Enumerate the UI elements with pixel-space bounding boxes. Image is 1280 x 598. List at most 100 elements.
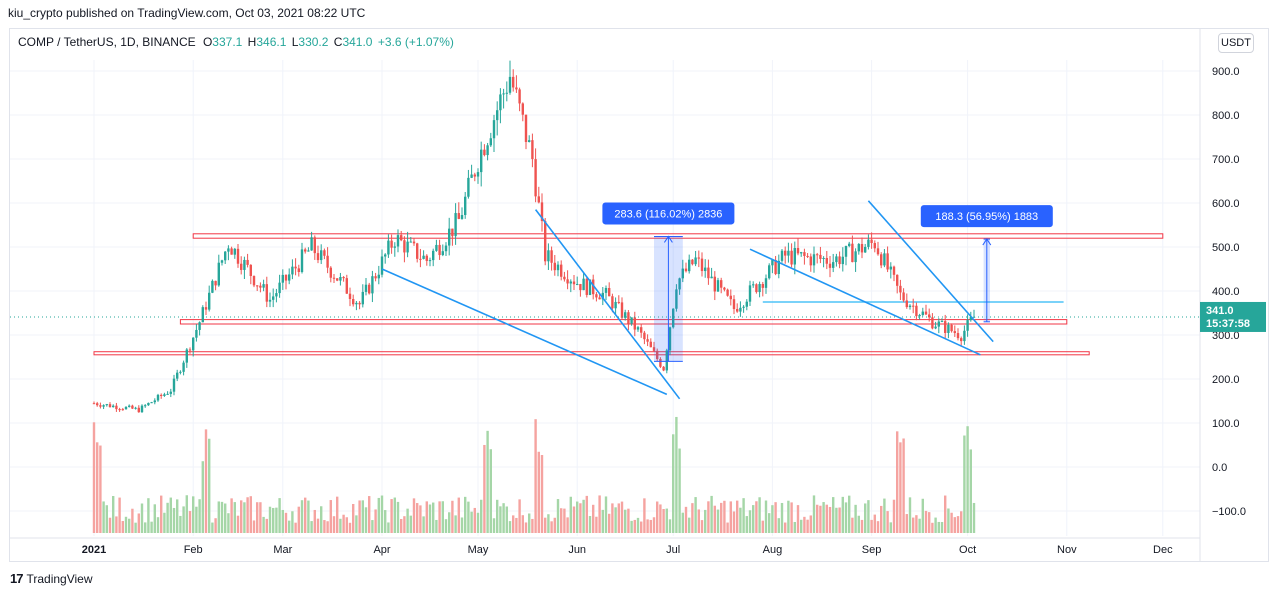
last-price-value: 341.0 xyxy=(1206,305,1234,317)
candle-body xyxy=(115,405,118,410)
volume-bar xyxy=(393,497,396,533)
candle-body xyxy=(816,254,819,256)
volume-bar xyxy=(656,501,659,533)
candle-body xyxy=(614,301,617,309)
volume-bar xyxy=(201,461,204,533)
volume-bar xyxy=(931,522,934,533)
time-tick-label: Jun xyxy=(568,544,586,556)
volume-bar xyxy=(416,503,419,533)
volume-bar xyxy=(784,522,787,533)
candle-body xyxy=(432,250,435,261)
candle-body xyxy=(969,317,972,321)
candle-body xyxy=(108,404,112,408)
volume-bar xyxy=(134,522,137,533)
candle-body xyxy=(396,235,400,247)
currency-button[interactable]: USDT xyxy=(1218,33,1254,53)
candle-body xyxy=(742,306,745,308)
candle-body xyxy=(121,409,124,411)
candle-body xyxy=(780,250,784,261)
volume-bar xyxy=(313,509,316,533)
candle-body xyxy=(278,282,281,294)
candle-body xyxy=(809,256,812,266)
volume-bar xyxy=(294,522,297,533)
candle-body xyxy=(771,260,774,266)
sr-zone xyxy=(93,351,1090,356)
volume-bar xyxy=(156,517,160,533)
candle-body xyxy=(553,262,556,271)
volume-bar xyxy=(598,495,601,533)
candle-body xyxy=(659,358,662,367)
low-value: 330.2 xyxy=(298,35,329,49)
candle-body xyxy=(265,284,268,302)
candle-body xyxy=(284,274,288,281)
candle-body xyxy=(422,255,425,259)
candle-body xyxy=(156,394,160,401)
volume-bar xyxy=(243,502,246,533)
volume-bar xyxy=(614,507,617,533)
volume-bar xyxy=(214,518,217,533)
volume-bar xyxy=(217,501,220,533)
volume-bar xyxy=(956,516,960,533)
candle-body xyxy=(524,114,528,143)
volume-bar xyxy=(624,509,627,533)
candle-body xyxy=(457,213,460,219)
volume-bar xyxy=(531,518,534,533)
symbol-name[interactable]: COMP / TetherUS, 1D, BINANCE xyxy=(18,35,196,49)
candle-body xyxy=(611,296,614,309)
volume-bar xyxy=(764,500,768,533)
candle-body xyxy=(924,311,928,315)
volume-bar xyxy=(457,497,460,533)
symbol-legend: COMP / TetherUS, 1D, BINANCE O337.1 H346… xyxy=(18,35,454,49)
candle-body xyxy=(348,293,352,299)
volume-bar xyxy=(92,422,96,533)
candle-body xyxy=(464,196,467,216)
price-tick-label: 500.0 xyxy=(1212,242,1240,254)
candle-body xyxy=(732,299,736,310)
candle-body xyxy=(921,311,924,315)
candle-body xyxy=(713,276,716,292)
candle-body xyxy=(492,120,496,139)
volume-bar xyxy=(108,517,112,533)
volume-bar xyxy=(563,508,566,533)
volume-bar xyxy=(684,506,688,533)
time-tick-label: Mar xyxy=(273,544,292,556)
candle-body xyxy=(915,305,918,317)
volume-bar xyxy=(950,512,953,533)
candle-body xyxy=(854,251,857,263)
volume-bar xyxy=(579,503,582,533)
volume-bar xyxy=(608,513,611,533)
volume-bar xyxy=(582,499,585,533)
candle-body xyxy=(892,266,896,275)
volume-bar xyxy=(748,510,752,533)
candle-body xyxy=(777,260,780,275)
candle-body xyxy=(460,215,464,219)
volume-bar xyxy=(182,506,185,533)
change-value: +3.6 (+1.07%) xyxy=(377,35,454,49)
volume-bar xyxy=(492,518,496,533)
candles xyxy=(92,60,976,413)
candle-body xyxy=(268,299,272,302)
candle-body xyxy=(902,292,905,301)
candle-body xyxy=(352,298,355,305)
candle-body xyxy=(547,250,550,262)
volume-bar xyxy=(460,517,464,533)
volume-bar xyxy=(934,517,937,533)
volume-bar xyxy=(787,500,790,533)
volume-bar xyxy=(780,502,784,533)
tradingview-brand[interactable]: 17 TradingView xyxy=(10,571,93,586)
candle-body xyxy=(905,300,908,308)
candle-body xyxy=(342,277,345,279)
candle-body xyxy=(486,145,489,156)
candle-body xyxy=(617,301,620,303)
volume-bar xyxy=(121,521,124,533)
price-tick-label: 700.0 xyxy=(1212,154,1240,166)
candle-body xyxy=(246,259,249,265)
volume-bar xyxy=(169,497,172,533)
candle-body xyxy=(876,248,880,255)
high-label: H xyxy=(247,35,257,49)
candle-body xyxy=(358,302,361,305)
candle-body xyxy=(960,338,963,342)
candle-body xyxy=(908,305,912,308)
candle-body xyxy=(787,250,790,256)
